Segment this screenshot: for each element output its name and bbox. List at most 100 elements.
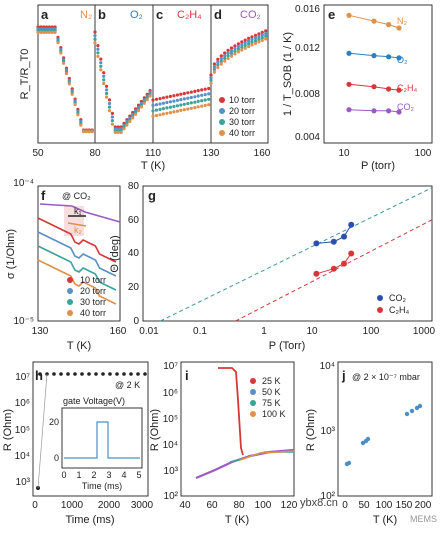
row1-b-point	[110, 115, 114, 119]
row1-b-point	[148, 94, 152, 98]
panel-i-legend: 25 K 50 K 75 K 100 K	[250, 376, 286, 419]
row1-c-point	[186, 91, 190, 95]
panel-g-fit-co2	[160, 187, 433, 322]
row1-c-point	[161, 96, 165, 100]
row1-b-point	[131, 116, 135, 120]
panel-j-point	[346, 460, 352, 466]
panel-i-legend-marker-0	[250, 378, 256, 384]
panel-g-point	[313, 270, 320, 277]
row1-d-point	[219, 57, 223, 61]
row1-panels: a N₂ b O₂ c C₂H₄ d CO₂ R_T/R_T0 50 80 11…	[19, 4, 271, 172]
row1-c-point	[165, 95, 169, 99]
panel-h-point	[115, 372, 119, 376]
panel-h-ytick-2: 10⁵	[15, 425, 30, 436]
panel-j-frame	[337, 361, 433, 497]
panel-i-xtick-4: 120	[281, 500, 298, 511]
panel-f-series-line	[37, 259, 117, 305]
row1-xtick-3: 130	[203, 148, 220, 159]
row1-c-point	[196, 99, 200, 103]
row1-d-point	[250, 37, 254, 42]
panel-e-point	[386, 108, 392, 114]
row1-a-point	[87, 130, 91, 134]
row1-b-point	[102, 74, 106, 78]
panel-g-fit-c2h4	[235, 219, 433, 322]
row1-c-point	[154, 103, 159, 107]
row1-d-point	[229, 49, 234, 53]
row1-c-point	[200, 99, 204, 103]
panel-d-gas: CO₂	[240, 9, 261, 21]
row1-c-point	[193, 95, 197, 99]
row1-d-point	[243, 43, 247, 48]
panel-f-k1: k₁	[74, 206, 82, 216]
panel-g-legend-label-1: C₂H₄	[389, 305, 409, 315]
row1-b-point	[134, 112, 138, 116]
panel-a-gas: N₂	[80, 9, 92, 21]
row1-d-point	[216, 60, 220, 64]
panel-g-xtick-2: 1	[261, 326, 267, 337]
panel-g-ytick-1: 20	[128, 282, 140, 293]
row1-c-point	[203, 87, 207, 91]
row1-a-point	[79, 123, 83, 127]
row1-d-point	[264, 31, 268, 36]
panel-e-marks	[346, 12, 402, 115]
row1-curves	[36, 25, 268, 134]
panel-i-marks	[195, 367, 295, 480]
panel-i-legend-label-1: 50 K	[262, 387, 281, 397]
panel-h-point	[73, 372, 77, 376]
row1-d-point	[257, 40, 261, 44]
panel-h-inset: gate Voltage(V) 20 0 0 1 2 3 4 5 Time (m…	[49, 396, 143, 491]
row1-d-point	[236, 44, 240, 49]
row1-c-point	[179, 92, 183, 96]
panel-h-point	[136, 372, 140, 376]
row1-c-point	[193, 106, 197, 110]
panel-i-xtick-3: 100	[255, 500, 272, 511]
panel-h-ytick-1: 10⁶	[15, 398, 30, 409]
row1-c-point	[186, 96, 190, 100]
row1-d-point	[260, 36, 264, 40]
panel-f-xtick-1: 160	[110, 326, 127, 337]
row1-c-point	[151, 109, 155, 113]
row1-legend-marker-3	[219, 130, 225, 136]
panel-h-inset-xtick-0: 0	[61, 470, 66, 480]
row1-b-point	[93, 37, 97, 41]
panel-f-xlabel: T (K)	[67, 340, 91, 352]
row1-c-point	[151, 114, 155, 118]
row1-b-point	[145, 98, 149, 102]
row1-a-point	[39, 30, 43, 34]
panel-h-xlabel: Time (ms)	[65, 514, 114, 526]
panel-e-point	[396, 55, 402, 61]
panel-j-ylabel: R (Ohm)	[305, 409, 317, 451]
row1-a-point	[84, 130, 89, 134]
panel-e-series-line	[348, 83, 400, 91]
panel-g-ytick-4: 80	[128, 181, 140, 192]
panel-b-label: b	[98, 7, 106, 22]
row1-xtick-2: 110	[145, 148, 161, 159]
row1-c-point	[207, 103, 211, 107]
row1-a-point	[42, 30, 46, 34]
row1-legend-label-3: 40 torr	[229, 128, 255, 138]
panel-g-legend: CO₂ C₂H₄	[377, 293, 409, 315]
row1-b-point	[93, 41, 97, 45]
panel-i-legend-label-2: 75 K	[262, 398, 281, 408]
panel-h-ytick-0: 10⁷	[15, 372, 30, 383]
panel-h-ytick-3: 10⁴	[15, 451, 30, 462]
panel-j-xtick-4: 200	[415, 500, 432, 511]
panel-g-ytick-0: 0	[133, 316, 139, 327]
panel-g-marks	[160, 187, 433, 322]
row1-d-point	[243, 46, 247, 50]
row1-d-point	[216, 57, 220, 62]
row1-c-point	[172, 104, 176, 109]
row1-a-point	[67, 82, 71, 86]
row1-b-point	[125, 123, 129, 127]
panel-e-point	[396, 25, 402, 31]
row1-xlabel: T (K)	[141, 160, 165, 172]
panel-h-inset-frame	[61, 407, 143, 469]
panel-e-point	[386, 86, 392, 92]
panel-h-frame	[32, 361, 149, 497]
panel-e-point	[346, 81, 352, 87]
panel-e-label-o2: O₂	[397, 55, 408, 65]
panel-h-ylabel: R (Ohm)	[2, 409, 14, 451]
panel-i-xlabel: T (K)	[225, 514, 249, 526]
panel-f-top-line	[39, 203, 121, 223]
